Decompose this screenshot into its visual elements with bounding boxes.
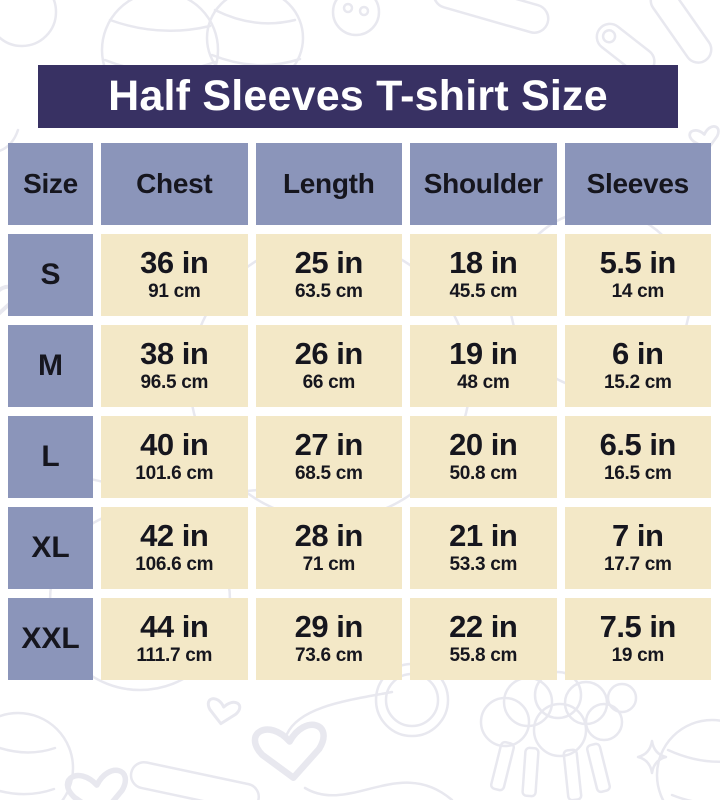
inches-value: 22 in [449,608,518,644]
size-label-s: S [8,234,93,316]
yarn-ball-icon [0,711,75,800]
inches-value: 18 in [449,244,518,280]
size-label-m: M [8,325,93,407]
header-cell-chest: Chest [101,143,248,225]
size-label-xxl: XXL [8,598,93,680]
inches-value: 19 in [449,335,518,371]
measure-cell-xxl-sleeves: 7.5 in 19 cm [564,598,711,680]
size-table: Size Chest Length Shoulder Sleeves S 36 … [8,143,711,680]
measure-cell-s-chest: 36 in 91 cm [101,234,248,316]
measure-cell-xl-chest: 42 in 106.6 cm [101,507,248,589]
cm-value: 48 cm [457,372,510,394]
measure-cell-xl-shoulder: 21 in 53.3 cm [410,507,557,589]
header-cell-length: Length [255,143,402,225]
inches-value: 29 in [294,608,364,644]
inches-value: 28 in [294,517,364,553]
cm-value: 106.6 cm [135,554,214,576]
page-title: Half Sleeves T-shirt Size [108,72,608,120]
inches-value: 42 in [140,517,209,553]
cm-value: 96.5 cm [140,372,209,394]
sparkle-icon [636,739,668,775]
inches-value: 5.5 in [599,244,677,280]
inches-value: 25 in [294,244,364,280]
yarn-thread-icon [251,690,454,800]
header-cell-shoulder: Shoulder [410,143,557,225]
cm-value: 15.2 cm [603,372,672,394]
cm-value: 19 cm [611,645,665,667]
size-label-l: L [8,416,93,498]
heart-icon [206,697,242,726]
inches-value: 21 in [449,517,518,553]
cm-value: 55.8 cm [449,645,518,667]
inches-value: 7 in [612,517,664,553]
measure-cell-l-shoulder: 20 in 50.8 cm [410,416,557,498]
inches-value: 40 in [140,426,209,462]
inches-value: 26 in [294,335,364,371]
cm-value: 14 cm [611,281,665,303]
title-banner: Half Sleeves T-shirt Size [38,65,678,128]
yarn-ball-icon [655,718,720,800]
cm-value: 53.3 cm [449,554,518,576]
knitting-needle-icon [432,0,550,34]
inches-value: 20 in [449,426,518,462]
inches-value: 7.5 in [599,608,677,644]
measure-cell-m-length: 26 in 66 cm [255,325,402,407]
size-label-xl: XL [8,507,93,589]
cm-value: 91 cm [148,281,201,303]
cm-value: 63.5 cm [294,281,363,303]
cm-value: 71 cm [302,554,356,576]
measure-cell-l-length: 27 in 68.5 cm [255,416,402,498]
inches-value: 6.5 in [599,426,677,462]
cm-value: 16.5 cm [603,463,672,485]
cm-value: 17.7 cm [603,554,672,576]
sheep-icon [479,670,638,800]
measure-cell-s-shoulder: 18 in 45.5 cm [410,234,557,316]
heart-icon [0,284,18,316]
heart-icon [64,767,129,800]
measure-cell-m-chest: 38 in 96.5 cm [101,325,248,407]
measure-cell-l-chest: 40 in 101.6 cm [101,416,248,498]
measure-cell-xl-sleeves: 7 in 17.7 cm [564,507,711,589]
cm-value: 111.7 cm [136,645,213,667]
header-cell-sleeves: Sleeves [564,143,711,225]
measure-cell-s-length: 25 in 63.5 cm [255,234,402,316]
cm-value: 73.6 cm [294,645,363,667]
measure-cell-xxl-length: 29 in 73.6 cm [255,598,402,680]
header-cell-size: Size [8,143,93,225]
inches-value: 44 in [140,608,209,644]
inches-value: 6 in [612,335,664,371]
cm-value: 101.6 cm [135,463,214,485]
measure-cell-xxl-chest: 44 in 111.7 cm [101,598,248,680]
inches-value: 27 in [294,426,364,462]
cm-value: 50.8 cm [449,463,518,485]
measure-cell-l-sleeves: 6.5 in 16.5 cm [564,416,711,498]
measure-cell-m-shoulder: 19 in 48 cm [410,325,557,407]
measure-cell-xxl-shoulder: 22 in 55.8 cm [410,598,557,680]
measure-cell-xl-length: 28 in 71 cm [255,507,402,589]
measure-cell-s-sleeves: 5.5 in 14 cm [564,234,711,316]
pin-icon [649,0,713,64]
yarn-ball-icon [0,0,58,48]
button-icon [331,0,381,37]
inches-value: 36 in [140,244,209,280]
cm-value: 68.5 cm [294,463,363,485]
yarn-ball-lines [0,746,57,796]
cm-value: 45.5 cm [449,281,518,303]
inches-value: 38 in [140,335,209,371]
cm-value: 66 cm [302,372,356,394]
measure-cell-m-sleeves: 6 in 15.2 cm [564,325,711,407]
knitting-needle-icon [129,760,261,800]
